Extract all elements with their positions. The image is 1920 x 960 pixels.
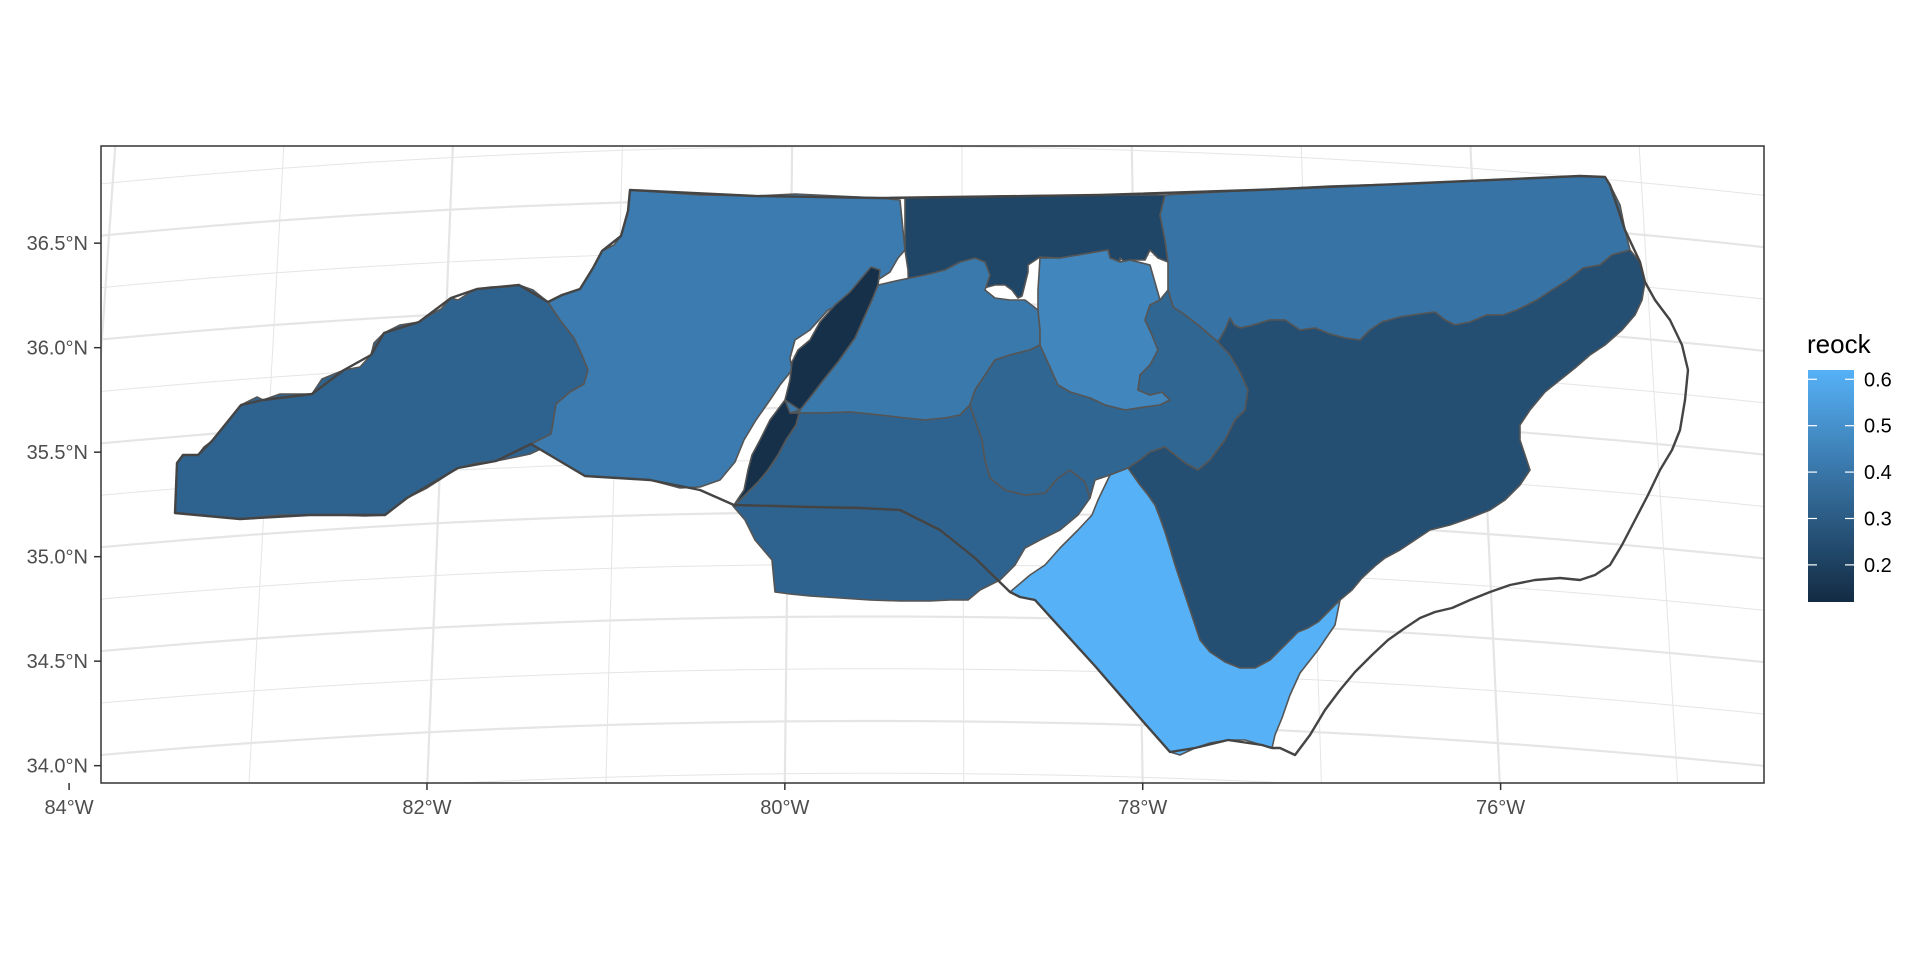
- legend-title: reock: [1807, 329, 1872, 359]
- x-tick-label: 84°W: [45, 797, 94, 819]
- district-northwest: [530, 189, 906, 489]
- legend-label: 0.5: [1864, 416, 1892, 438]
- y-tick-label: 36.0°N: [27, 338, 88, 360]
- y-tick-label: 36.5°N: [27, 233, 88, 255]
- y-tick-label: 34.0°N: [27, 756, 88, 778]
- y-tick-label: 34.5°N: [27, 651, 88, 673]
- legend: reock 0.6 0.5 0.4 0.3 0.2: [1807, 329, 1892, 602]
- parallel-line: [101, 615, 1764, 664]
- district-map: [173, 174, 1690, 757]
- parallel-line: [101, 146, 1764, 196]
- legend-label: 0.3: [1864, 508, 1892, 530]
- parallel-line: [101, 668, 1764, 715]
- x-tick-label: 78°W: [1118, 797, 1167, 819]
- legend-colorbar: [1808, 370, 1854, 602]
- x-tick-label: 76°W: [1476, 797, 1525, 819]
- y-tick-label: 35.0°N: [27, 547, 88, 569]
- parallel-line: [101, 719, 1764, 767]
- state-outline: [173, 174, 1690, 757]
- x-tick-label: 80°W: [760, 797, 809, 819]
- x-tick-label: 82°W: [402, 797, 451, 819]
- axes: 84°W 82°W 80°W 78°W 76°W 36.5°N 36.0°N 35.5°N 35…: [27, 233, 1526, 819]
- parallel-line: [101, 563, 1764, 611]
- legend-label: 0.2: [1864, 555, 1892, 577]
- panel-border: [100, 145, 1765, 784]
- parallel-line: [448, 772, 1301, 783]
- y-tick-label: 35.5°N: [27, 442, 88, 464]
- legend-label: 0.6: [1864, 369, 1892, 391]
- legend-label: 0.4: [1864, 462, 1892, 484]
- meridian-line: [101, 146, 117, 369]
